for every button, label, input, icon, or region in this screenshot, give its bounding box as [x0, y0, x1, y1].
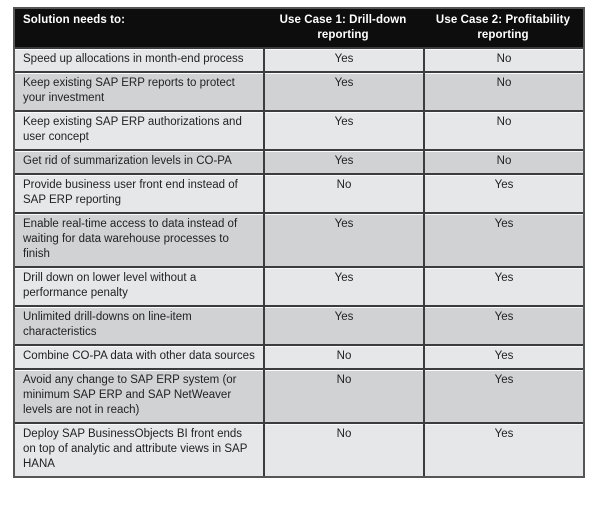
- column-header-use-case-1: Use Case 1: Drill-down reporting: [263, 9, 423, 47]
- solution-need-cell: Avoid any change to SAP ERP system (or m…: [15, 368, 263, 422]
- use-case-1-cell: Yes: [263, 47, 423, 71]
- table-row: Keep existing SAP ERP authorizations and…: [15, 110, 583, 149]
- use-case-2-cell: No: [423, 47, 583, 71]
- use-case-comparison-table: Solution needs to: Use Case 1: Drill-dow…: [13, 7, 585, 478]
- use-case-2-cell: No: [423, 71, 583, 110]
- table-row: Deploy SAP BusinessObjects BI front ends…: [15, 422, 583, 476]
- use-case-1-cell: Yes: [263, 212, 423, 266]
- table-row: Drill down on lower level without a perf…: [15, 266, 583, 305]
- column-header-use-case-2: Use Case 2: Profitability reporting: [423, 9, 583, 47]
- use-case-2-cell: Yes: [423, 422, 583, 476]
- table-row: Enable real-time access to data instead …: [15, 212, 583, 266]
- solution-need-cell: Get rid of summarization levels in CO-PA: [15, 149, 263, 173]
- use-case-2-cell: Yes: [423, 368, 583, 422]
- table-body: Speed up allocations in month-end proces…: [15, 47, 583, 476]
- use-case-1-cell: Yes: [263, 266, 423, 305]
- use-case-2-cell: Yes: [423, 173, 583, 212]
- use-case-2-cell: No: [423, 149, 583, 173]
- table-row: Keep existing SAP ERP reports to protect…: [15, 71, 583, 110]
- use-case-1-cell: No: [263, 422, 423, 476]
- table-row: Get rid of summarization levels in CO-PA…: [15, 149, 583, 173]
- solution-need-cell: Keep existing SAP ERP authorizations and…: [15, 110, 263, 149]
- solution-need-cell: Combine CO-PA data with other data sourc…: [15, 344, 263, 368]
- use-case-1-cell: Yes: [263, 305, 423, 344]
- use-case-2-cell: Yes: [423, 266, 583, 305]
- solution-need-cell: Unlimited drill-downs on line-item chara…: [15, 305, 263, 344]
- use-case-1-cell: No: [263, 344, 423, 368]
- column-header-solution-needs: Solution needs to:: [15, 9, 263, 47]
- solution-need-cell: Deploy SAP BusinessObjects BI front ends…: [15, 422, 263, 476]
- solution-need-cell: Drill down on lower level without a perf…: [15, 266, 263, 305]
- use-case-1-cell: Yes: [263, 71, 423, 110]
- table-row: Avoid any change to SAP ERP system (or m…: [15, 368, 583, 422]
- table-row: Combine CO-PA data with other data sourc…: [15, 344, 583, 368]
- table-header-row: Solution needs to: Use Case 1: Drill-dow…: [15, 9, 583, 47]
- use-case-1-cell: Yes: [263, 149, 423, 173]
- use-case-2-cell: No: [423, 110, 583, 149]
- table-row: Provide business user front end instead …: [15, 173, 583, 212]
- use-case-1-cell: No: [263, 173, 423, 212]
- use-case-1-cell: No: [263, 368, 423, 422]
- use-case-2-cell: Yes: [423, 212, 583, 266]
- solution-need-cell: Enable real-time access to data instead …: [15, 212, 263, 266]
- use-case-2-cell: Yes: [423, 344, 583, 368]
- table-row: Unlimited drill-downs on line-item chara…: [15, 305, 583, 344]
- use-case-1-cell: Yes: [263, 110, 423, 149]
- solution-need-cell: Provide business user front end instead …: [15, 173, 263, 212]
- table-row: Speed up allocations in month-end proces…: [15, 47, 583, 71]
- solution-need-cell: Keep existing SAP ERP reports to protect…: [15, 71, 263, 110]
- solution-need-cell: Speed up allocations in month-end proces…: [15, 47, 263, 71]
- use-case-2-cell: Yes: [423, 305, 583, 344]
